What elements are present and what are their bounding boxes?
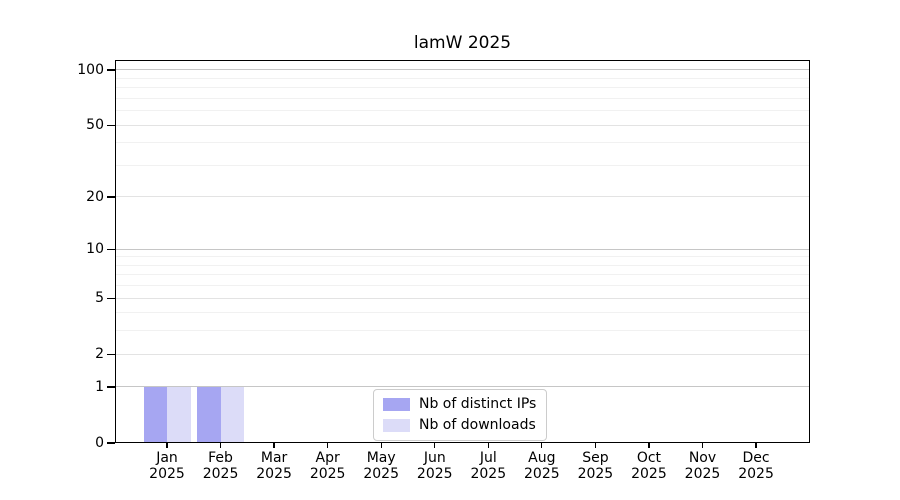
y-tick-label-20: 20 — [86, 188, 104, 205]
bar-distinct-ips-jan — [143, 386, 167, 443]
gridline-minor-y80 — [115, 87, 810, 89]
gridline-decade-y10 — [115, 248, 810, 250]
gridline-minor-y7 — [115, 274, 810, 276]
x-tick-oct — [648, 443, 650, 448]
y-tick-label-0: 0 — [95, 435, 104, 451]
x-tick-label-may: May 2025 — [363, 450, 399, 482]
plot-area: Nb of distinct IPs Nb of downloads — [115, 59, 810, 444]
x-tick-may — [380, 443, 382, 448]
x-tick-label-aug: Aug 2025 — [524, 450, 560, 482]
legend-label-downloads: Nb of downloads — [419, 416, 536, 433]
gridline-sub-y50 — [115, 124, 810, 126]
gridline-minor-y8 — [115, 264, 810, 266]
y-tick-1 — [107, 386, 115, 388]
x-tick-apr — [327, 443, 329, 448]
x-tick-jul — [487, 443, 489, 448]
x-tick-aug — [541, 443, 543, 448]
y-tick-50 — [107, 124, 115, 126]
x-tick-label-feb: Feb 2025 — [202, 450, 239, 482]
x-tick-label-jul: Jul 2025 — [470, 450, 507, 482]
gridline-minor-y90 — [115, 77, 810, 79]
y-tick-100 — [107, 69, 115, 71]
gridline-sub-y20 — [115, 196, 810, 198]
y-tick-2 — [107, 353, 115, 355]
y-tick-20 — [107, 196, 115, 198]
legend-item-downloads: Nb of downloads — [383, 417, 536, 434]
x-tick-jan — [166, 443, 168, 448]
gridline-minor-y3 — [115, 330, 810, 332]
x-tick-jun — [434, 443, 436, 448]
gridlines-layer — [115, 60, 810, 444]
gridline-minor-y9 — [115, 256, 810, 258]
y-tick-label-100: 100 — [77, 61, 104, 78]
legend-label-distinct-ips: Nb of distinct IPs — [419, 395, 537, 412]
y-tick-label-5: 5 — [95, 290, 104, 307]
gridline-minor-y4 — [115, 312, 810, 314]
gridline-sub-y5 — [115, 297, 810, 299]
x-tick-label-apr: Apr 2025 — [309, 450, 346, 482]
x-tick-label-dec: Dec 2025 — [738, 450, 774, 482]
x-tick-label-oct: Oct 2025 — [631, 450, 667, 482]
x-tick-label-jan: Jan 2025 — [149, 450, 185, 482]
y-tick-5 — [107, 297, 115, 299]
y-tick-0 — [107, 442, 115, 444]
x-tick-label-jun: Jun 2025 — [416, 450, 453, 482]
y-tick-label-50: 50 — [86, 117, 104, 134]
gridline-sub-y2 — [115, 353, 810, 355]
y-tick-10 — [107, 248, 115, 250]
gridline-minor-y6 — [115, 285, 810, 287]
bar-downloads-jan — [167, 386, 191, 443]
x-tick-dec — [755, 443, 757, 448]
bars-layer — [115, 60, 810, 443]
legend: Nb of distinct IPs Nb of downloads — [373, 388, 548, 441]
x-tick-feb — [219, 443, 222, 448]
gridline-minor-y60 — [115, 110, 810, 112]
x-tick-label-sep: Sep 2025 — [577, 450, 614, 482]
x-tick-sep — [594, 443, 597, 448]
x-tick-label-nov: Nov 2025 — [684, 450, 721, 482]
bar-distinct-ips-feb — [197, 386, 221, 443]
chart-title: lamW 2025 — [413, 33, 512, 53]
x-tick-nov — [701, 443, 704, 448]
gridline-minor-y30 — [115, 164, 810, 166]
y-tick-label-1: 1 — [95, 378, 104, 395]
x-tick-label-mar: Mar 2025 — [256, 450, 292, 482]
legend-swatch-distinct-ips-icon — [383, 397, 410, 411]
gridline-minor-y70 — [115, 97, 810, 99]
gridline-decade-y100 — [115, 69, 810, 71]
y-tick-label-2: 2 — [95, 346, 104, 363]
gridline-minor-y40 — [115, 142, 810, 144]
legend-item-distinct-ips: Nb of distinct IPs — [383, 396, 536, 413]
x-tick-mar — [273, 443, 275, 448]
legend-swatch-downloads-icon — [383, 418, 410, 432]
y-tick-label-10: 10 — [86, 241, 104, 258]
gridline-decade-y1 — [115, 386, 810, 388]
bar-downloads-feb — [220, 386, 245, 443]
